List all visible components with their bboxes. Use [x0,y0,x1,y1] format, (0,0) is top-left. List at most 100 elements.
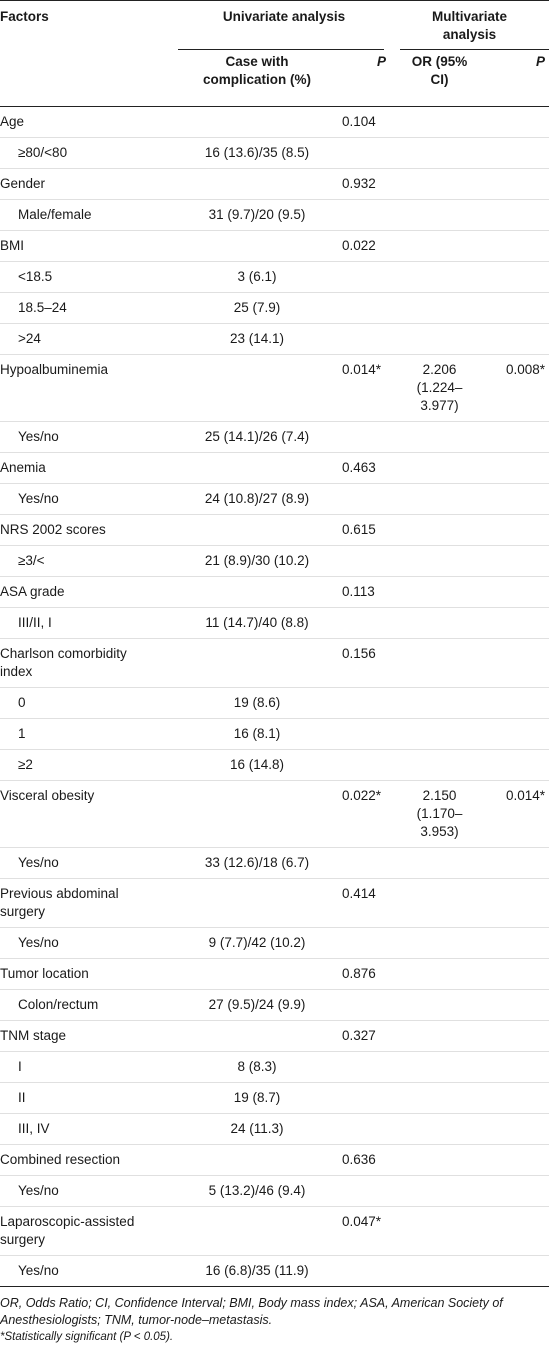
or-cell [390,484,489,515]
or-cell [390,990,489,1021]
table-row: >24 23 (14.1) [0,324,549,355]
or-cell [390,169,489,200]
factor-cell: ASA grade [0,584,65,599]
table-row: Gender 0.932 [0,169,549,200]
or-cell: 2.206 (1.224–3.977) [416,362,463,413]
p-univariate-cell: 0.463 [342,460,376,475]
factor-cell: 0 [18,695,26,710]
p-multivariate-cell [489,546,549,577]
factor-cell: 18.5–24 [18,300,67,315]
case-cell: 11 (14.7)/40 (8.8) [205,615,309,630]
case-cell: 25 (7.9) [233,300,281,315]
or-cell [390,688,489,719]
p-univariate-cell [336,1052,390,1083]
p-multivariate-cell [489,107,549,138]
or-cell [390,1083,489,1114]
case-cell: 3 (6.1) [237,269,277,284]
risk-factor-table: Factors Univariate analysis Multivariate… [0,0,549,1287]
p-multivariate-cell [489,750,549,781]
table-row: Combined resection 0.636 [0,1145,549,1176]
table-row: II 19 (8.7) [0,1083,549,1114]
case-with-complication-label: Case with complication (%) [202,53,311,87]
table-row: I 8 (8.3) [0,1052,549,1083]
or-cell [390,1145,489,1176]
or-cell [390,1114,489,1145]
header-row-columns: Case with complication (%) P OR (95% CI)… [0,48,549,107]
case-cell: 27 (9.5)/24 (9.9) [208,997,306,1012]
table-row: Anemia 0.463 [0,453,549,484]
univariate-underline [178,48,385,50]
or-header: OR (95% CI) [390,48,489,107]
case-cell [178,639,336,688]
p-univariate-cell [336,484,390,515]
p-univariate-cell [336,1256,390,1287]
significance-footnote: *Statistically significant (P < 0.05). [0,1331,174,1343]
table-row: Yes/no 24 (10.8)/27 (8.9) [0,484,549,515]
p-univariate-cell [336,546,390,577]
factor-cell: Gender [0,176,46,191]
p-univariate-cell: 0.014* [342,362,382,377]
p-univariate-cell [336,1176,390,1207]
p-multivariate-cell [489,1114,549,1145]
p-univariate-cell: 0.156 [342,646,376,661]
case-cell [178,231,336,262]
or-cell [390,107,489,138]
table-row: 0 19 (8.6) [0,688,549,719]
table-row: Yes/no 33 (12.6)/18 (6.7) [0,848,549,879]
case-cell [178,1021,336,1052]
p-univariate-cell [336,750,390,781]
factor-cell: Visceral obesity [0,788,95,803]
p-univariate-cell [336,608,390,639]
table-body: Age 0.104 ≥80/<80 16 (13.6)/35 (8.5) Gender 0… [0,107,549,1287]
p-univariate-cell: 0.104 [342,114,376,129]
p-univariate-cell [336,324,390,355]
or-cell [390,750,489,781]
or-cell [390,1256,489,1287]
factors-header: Factors [0,9,49,24]
or-cell [390,200,489,231]
case-cell: 21 (8.9)/30 (10.2) [204,553,310,568]
table-row: Charlson comorbidity index 0.156 [0,639,549,688]
p-multivariate-cell [489,688,549,719]
case-cell: 19 (8.7) [233,1090,281,1105]
table-row: ASA grade 0.113 [0,577,549,608]
case-cell: 19 (8.6) [233,695,281,710]
p-univariate-cell: 0.022* [342,788,382,803]
or-cell [390,546,489,577]
p-univariate-cell [336,688,390,719]
factor-cell: II [18,1090,26,1105]
p-multivariate-cell [489,324,549,355]
table-row: 18.5–24 25 (7.9) [0,293,549,324]
factor-cell: Anemia [0,460,46,475]
p-univariate-cell [336,200,390,231]
table-row: III/II, I 11 (14.7)/40 (8.8) [0,608,549,639]
factor-cell: Previous abdominal surgery [0,886,119,919]
p-multivariate-cell [489,1145,549,1176]
factor-cell: ≥2 [18,757,33,772]
p-multivariate-cell [489,577,549,608]
p-multivariate-cell [489,1083,549,1114]
p-univariate-cell [336,1083,390,1114]
case-cell: 8 (8.3) [237,1059,277,1074]
table-row: Male/female 31 (9.7)/20 (9.5) [0,200,549,231]
abbreviations-footnote: OR, Odds Ratio; CI, Confidence Interval;… [0,1296,503,1327]
p-univariate-cell: 0.113 [342,584,375,599]
p-multivariate-cell [489,990,549,1021]
factor-cell: Yes/no [18,1183,59,1198]
p-multivariate-cell [489,928,549,959]
case-cell: 23 (14.1) [229,331,285,346]
table-row: Colon/rectum 27 (9.5)/24 (9.9) [0,990,549,1021]
table-row: Visceral obesity 0.022* 2.150 (1.170–3.953… [0,781,549,848]
p-univariate-cell: 0.047* [342,1214,382,1229]
table-row: ≥2 16 (14.8) [0,750,549,781]
case-with-complication-header: Case with complication (%) [178,48,336,107]
factor-cell: Hypoalbuminemia [0,362,109,377]
or-cell [390,848,489,879]
p-multivariate-cell [489,959,549,990]
factor-cell: Laparoscopic-assisted surgery [0,1214,135,1247]
or-cell [390,928,489,959]
p-multivariate-cell [489,848,549,879]
p-univariate-cell [336,990,390,1021]
p-multivariate-cell [489,138,549,169]
